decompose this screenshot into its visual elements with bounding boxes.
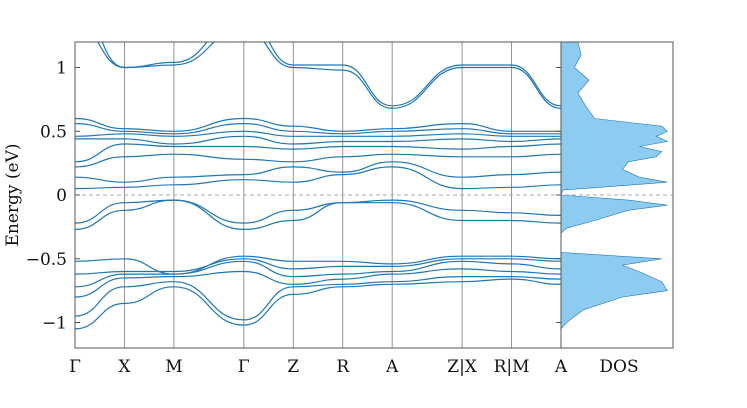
bands — [75, 42, 561, 330]
y-tick-label: 1 — [56, 59, 67, 79]
x-tick-label: R — [336, 357, 350, 377]
x-tick-label: Z — [287, 357, 299, 377]
band-line — [75, 258, 561, 275]
band-line — [75, 153, 561, 168]
y-tick-label: −1 — [42, 314, 67, 334]
dos-area — [561, 42, 669, 348]
band-line — [75, 260, 561, 288]
x-tick-label: X — [118, 357, 131, 377]
dos-label: DOS — [599, 357, 638, 377]
kpoint-lines — [75, 42, 673, 348]
band-line — [75, 276, 561, 321]
band-line — [75, 117, 561, 132]
band-line — [75, 199, 561, 224]
band-line — [101, 42, 561, 107]
x-axis-ticks: Γ X M Γ Z R A Z|X R|M A — [69, 357, 568, 377]
x-tick-label: R|M — [494, 357, 530, 377]
band-line — [75, 143, 561, 163]
x-tick-label: Z|X — [447, 357, 478, 377]
y-axis-label: Energy (eV) — [3, 143, 23, 246]
band-line — [75, 161, 561, 183]
x-tick-label: Γ — [238, 357, 250, 377]
band-line — [75, 166, 561, 190]
x-tick-label: A — [554, 357, 568, 377]
x-tick-label: Γ — [69, 357, 81, 377]
dos-panel — [561, 42, 669, 348]
x-tick-label: M — [165, 357, 182, 377]
band-line — [75, 278, 561, 330]
band-line — [75, 268, 561, 298]
x-tick-label: A — [385, 357, 399, 377]
band-line — [75, 123, 561, 135]
y-tick-label: −0.5 — [26, 250, 67, 270]
y-tick-label: 0.5 — [40, 122, 67, 142]
band-line — [75, 199, 561, 230]
y-axis-ticks: 1 0.5 0 −0.5 −1 — [26, 59, 561, 334]
band-line — [75, 135, 561, 145]
y-tick-label: 0 — [56, 186, 67, 206]
band-line — [75, 130, 561, 137]
band-line — [75, 255, 561, 275]
band-line — [97, 42, 561, 109]
